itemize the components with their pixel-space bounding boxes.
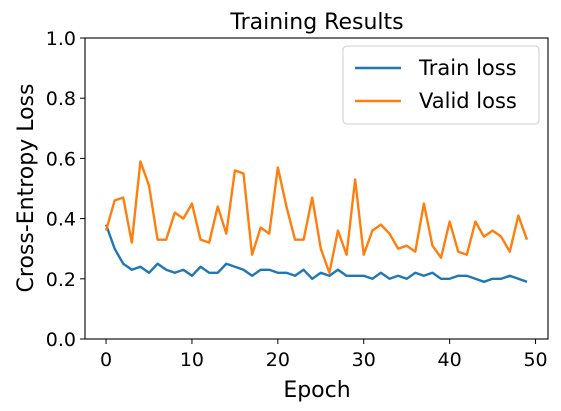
y-tick-label: 0.6 [46, 148, 76, 170]
legend-label-train-loss: Train loss [418, 56, 517, 80]
series-line-train-loss [104, 224, 528, 284]
plot-area: 0 10 20 30 40 50 0.0 0.2 0.4 0.6 0.8 1.0 [46, 28, 549, 371]
y-tick-label: 0.2 [46, 269, 76, 291]
legend-box [342, 45, 540, 125]
x-tick-label: 10 [180, 349, 204, 371]
y-tick-label: 0.8 [46, 88, 76, 110]
x-tick-label: 40 [438, 349, 462, 371]
y-tick-label: 1.0 [46, 28, 76, 50]
series-line-valid-loss [104, 160, 529, 274]
legend: Train loss Valid loss [342, 45, 540, 125]
x-tick-label: 0 [100, 349, 112, 371]
legend-label-valid-loss: Valid loss [419, 89, 517, 113]
x-tick-label: 50 [523, 349, 547, 371]
y-axis-label: Cross-Entropy Loss [14, 84, 39, 293]
chart-title: Training Results [229, 10, 403, 35]
x-axis-label: Epoch [283, 378, 350, 403]
x-tick-label: 30 [352, 349, 376, 371]
x-tick-label: 20 [266, 349, 290, 371]
plot-frame [84, 37, 549, 340]
y-tick-label: 0.4 [46, 209, 76, 231]
y-tick-label: 0.0 [46, 329, 76, 351]
